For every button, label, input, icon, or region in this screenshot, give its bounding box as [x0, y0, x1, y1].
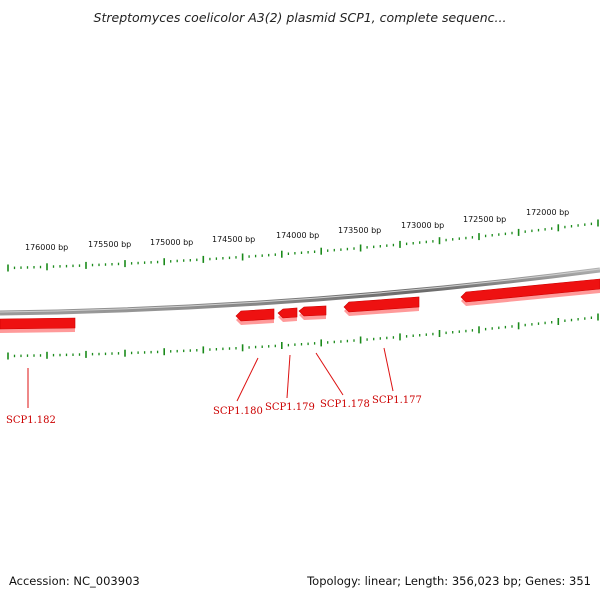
backbone-highlight	[0, 268, 600, 313]
scale-label: 174000 bp	[276, 231, 319, 240]
scale-label: 173500 bp	[338, 226, 381, 235]
gene-arrow-scp1-177[interactable]	[343, 296, 420, 316]
backbone-line	[0, 267, 600, 316]
gene-arrow-scp1-179[interactable]	[277, 307, 298, 322]
gene-label[interactable]: SCP1.182	[6, 415, 56, 426]
gene-label[interactable]: SCP1.179	[265, 402, 315, 413]
gene-label[interactable]: SCP1.180	[213, 406, 263, 417]
scale-label: 172000 bp	[526, 208, 569, 217]
gene-arrow-right[interactable]	[460, 278, 600, 306]
scale-label: 174500 bp	[212, 235, 255, 244]
gene-arrow-scp1-182[interactable]	[0, 317, 76, 333]
gene-arrow-scp1-180[interactable]	[235, 308, 275, 325]
scale-label: 176000 bp	[25, 243, 68, 252]
scale-label: 173000 bp	[401, 221, 444, 230]
scale-label: 172500 bp	[463, 215, 506, 224]
accession-text: Accession: NC_003903	[9, 574, 140, 588]
scale-label: 175000 bp	[150, 238, 193, 247]
gene-arrow-scp1-178[interactable]	[298, 305, 327, 320]
gene-leader-line	[236, 357, 259, 402]
summary-text: Topology: linear; Length: 356,023 bp; Ge…	[307, 574, 591, 588]
gene-label[interactable]: SCP1.177	[372, 395, 422, 406]
gene-leader-line	[383, 347, 394, 392]
gene-leader-line	[286, 354, 291, 399]
map-title: Streptomyces coelicolor A3(2) plasmid SC…	[93, 10, 507, 25]
scale-label: 175500 bp	[88, 240, 131, 249]
gene-leader-line	[315, 352, 344, 396]
gene-label[interactable]: SCP1.178	[320, 399, 370, 410]
